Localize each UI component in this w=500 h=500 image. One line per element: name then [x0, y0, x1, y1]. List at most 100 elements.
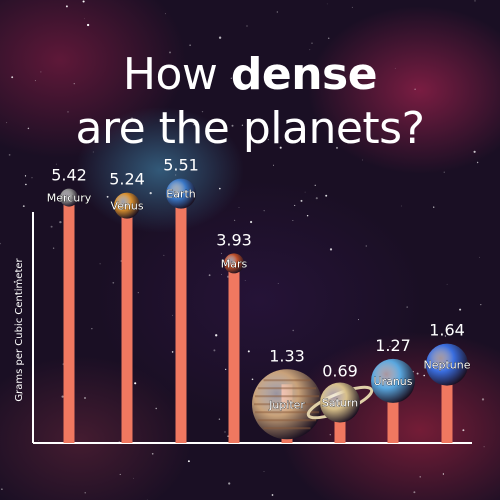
bar-venus	[121, 211, 133, 443]
star	[263, 471, 265, 472]
planet-name-label: Mars	[221, 257, 248, 270]
title-line1-bold: dense	[230, 49, 378, 100]
planet-saturn	[320, 382, 360, 423]
star	[362, 159, 363, 161]
star	[189, 44, 191, 46]
star	[218, 36, 222, 39]
star	[241, 124, 244, 126]
star	[155, 407, 157, 410]
planet-name-label: Earth	[166, 188, 196, 201]
star	[193, 124, 195, 126]
star	[34, 80, 36, 82]
star	[40, 71, 42, 73]
bar-neptune	[441, 370, 453, 443]
star	[8, 154, 11, 156]
star	[446, 283, 448, 285]
star	[22, 205, 25, 208]
star	[351, 6, 353, 8]
value-label: 5.51	[163, 156, 199, 175]
star	[267, 138, 270, 141]
planet-venus	[114, 192, 140, 219]
planet-earth	[166, 178, 196, 209]
star	[311, 42, 313, 44]
star	[137, 175, 139, 177]
star	[462, 429, 465, 432]
star	[315, 197, 318, 200]
planet-uranus	[371, 358, 415, 403]
star	[325, 194, 328, 197]
star	[169, 51, 171, 54]
star	[151, 452, 154, 455]
star	[246, 25, 248, 27]
star	[221, 252, 222, 254]
star	[406, 306, 408, 308]
star	[11, 76, 14, 79]
value-label: 1.64	[429, 321, 465, 340]
star	[61, 395, 64, 398]
star	[365, 245, 367, 247]
star	[92, 151, 94, 153]
star	[172, 314, 173, 316]
star	[198, 141, 200, 143]
star	[329, 434, 331, 436]
star	[309, 49, 311, 51]
star	[474, 0, 476, 2]
star	[1, 488, 3, 491]
star	[208, 274, 211, 277]
planet-name-label: Mercury	[47, 192, 92, 205]
star	[481, 398, 485, 401]
value-label: 3.93	[216, 230, 252, 249]
star	[163, 254, 165, 256]
y-axis-label: Grams per Cubic Centimeter	[14, 257, 25, 401]
title-line1-pre: How	[122, 49, 231, 100]
value-label: 5.24	[109, 170, 145, 189]
star	[247, 350, 250, 353]
star	[292, 220, 294, 221]
star	[133, 477, 134, 479]
star	[306, 214, 309, 217]
star	[416, 372, 419, 375]
planet-name-label: Jupiter	[268, 398, 305, 411]
star	[0, 242, 1, 245]
star	[394, 67, 396, 69]
star	[52, 247, 55, 249]
star	[20, 392, 23, 395]
star	[230, 77, 233, 80]
star	[277, 283, 279, 285]
star	[296, 70, 299, 73]
star	[112, 281, 115, 284]
value-label: 1.33	[269, 346, 305, 365]
bar-mars	[228, 269, 240, 443]
star	[73, 83, 75, 85]
planet-name-label: Venus	[110, 200, 143, 213]
star	[292, 329, 294, 332]
star	[433, 206, 435, 208]
chart-title: How dense are the planets?	[0, 48, 500, 156]
star	[179, 124, 181, 126]
star	[50, 225, 53, 228]
star	[335, 78, 337, 80]
star	[419, 476, 421, 478]
bar-saturn	[334, 412, 346, 443]
star	[218, 418, 221, 420]
star	[131, 117, 133, 120]
star	[294, 204, 296, 206]
bar-earth	[175, 199, 187, 443]
star	[213, 349, 216, 352]
star	[251, 378, 254, 381]
star	[326, 3, 328, 5]
star	[84, 397, 86, 399]
star	[25, 183, 27, 186]
star	[225, 368, 227, 370]
star	[328, 76, 331, 79]
star	[55, 163, 57, 165]
star	[389, 346, 391, 347]
planet-name-label: Neptune	[423, 359, 470, 372]
star	[171, 351, 174, 353]
bar-uranus	[387, 386, 399, 443]
star	[137, 292, 139, 294]
star	[219, 187, 221, 190]
star	[271, 494, 274, 496]
